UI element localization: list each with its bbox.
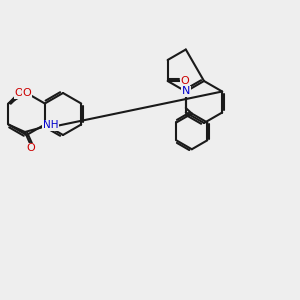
Text: N: N [182,86,190,97]
Text: NH: NH [43,120,58,130]
Text: O: O [27,143,35,154]
Text: O: O [22,88,31,98]
Text: O: O [180,76,189,86]
Text: O: O [15,88,23,98]
